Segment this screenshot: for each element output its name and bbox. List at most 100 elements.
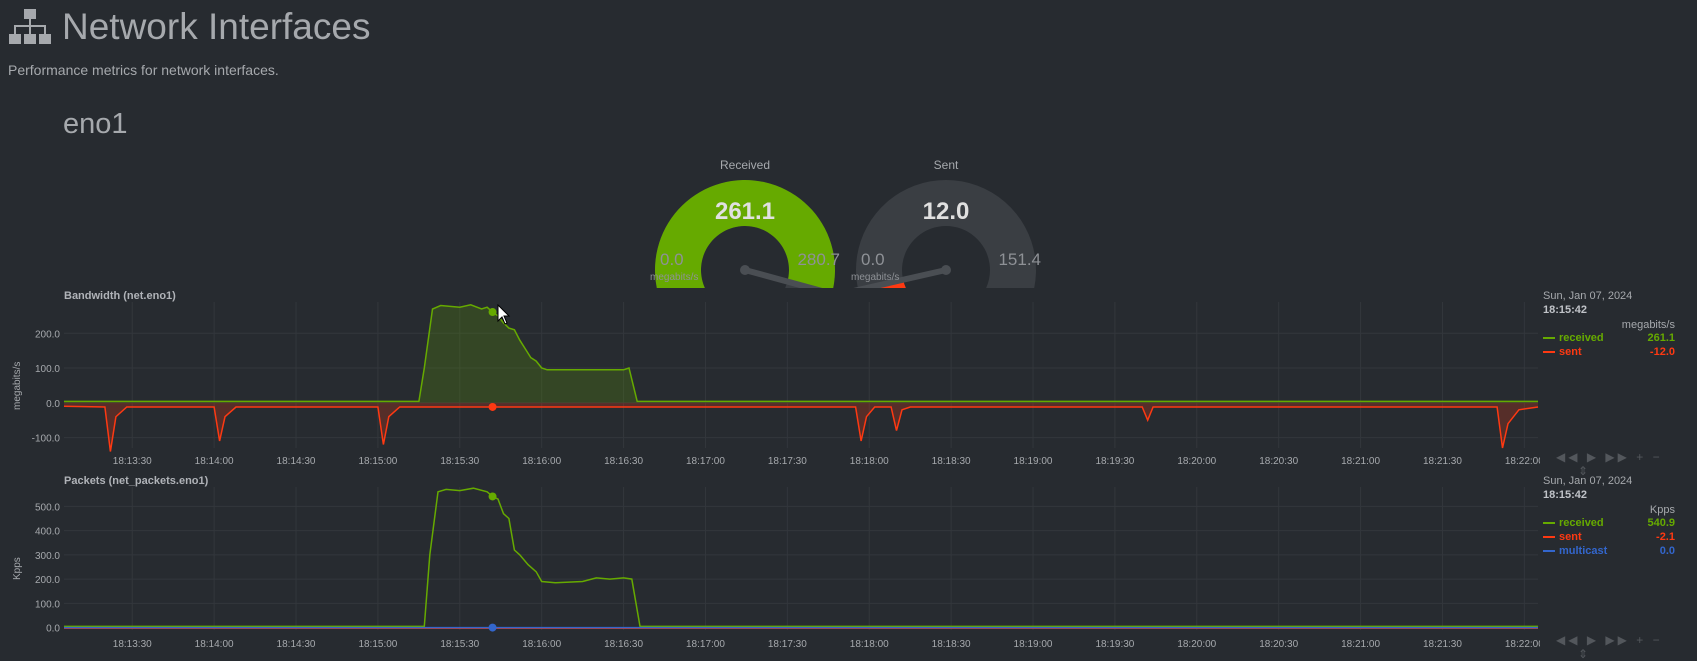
y-tick-label: 0.0 bbox=[46, 399, 60, 410]
sent-gauge-label: Sent bbox=[933, 158, 959, 172]
y-tick-label: 500.0 bbox=[35, 502, 60, 513]
reset-button[interactable]: ▶ bbox=[1586, 450, 1600, 464]
x-tick-label: 18:20:00 bbox=[1177, 639, 1216, 650]
gauge-needle bbox=[853, 267, 949, 288]
x-tick-label: 18:18:30 bbox=[932, 639, 971, 650]
zoom-in-button[interactable]: + bbox=[1636, 633, 1647, 647]
x-tick-label: 18:19:30 bbox=[1095, 639, 1134, 650]
received-gauge-dial bbox=[655, 180, 835, 288]
x-tick-label: 18:16:00 bbox=[522, 456, 561, 467]
legend-value: 540.9 bbox=[1647, 517, 1675, 529]
legend-swatch bbox=[1543, 550, 1555, 552]
x-tick-label: 18:13:30 bbox=[113, 639, 152, 650]
series-area-sent bbox=[64, 402, 1538, 452]
page-title: Network Interfaces bbox=[62, 6, 371, 47]
received-gauge-min: 0.0 bbox=[660, 250, 684, 269]
bandwidth-chart[interactable]: 18:13:30 18:14:00 18:14:30 18:15:00 18:15:30… bbox=[0, 302, 1540, 472]
gauge-needle-hub bbox=[740, 265, 750, 275]
legend-swatch bbox=[1543, 337, 1555, 339]
received-gauge-value: 261.1 bbox=[714, 198, 776, 225]
bandwidth-chart-title: Bandwidth (net.eno1) bbox=[64, 290, 176, 302]
resize-handle[interactable]: ⇕ bbox=[1578, 464, 1592, 478]
x-tick-label: 18:19:30 bbox=[1095, 456, 1134, 467]
pan-right-button[interactable]: ▶▶ bbox=[1605, 633, 1630, 647]
legend-swatch bbox=[1543, 522, 1555, 524]
hover-marker-received bbox=[488, 308, 497, 317]
x-tick-label: 18:17:30 bbox=[768, 639, 807, 650]
hover-marker-sent bbox=[488, 402, 497, 411]
sent-gauge-max: 151.4 bbox=[998, 250, 1041, 269]
x-tick-label: 18:16:00 bbox=[522, 639, 561, 650]
y-tick-label: 200.0 bbox=[35, 575, 60, 586]
y-tick-label: 300.0 bbox=[35, 551, 60, 562]
x-tick-label: 18:22:00 bbox=[1505, 639, 1540, 650]
zoom-in-button[interactable]: + bbox=[1636, 450, 1647, 464]
x-tick-label: 18:19:00 bbox=[1014, 456, 1053, 467]
received-gauge: Received 261.1 0.0 280.7 megabits/s bbox=[650, 158, 840, 288]
x-tick-label: 18:14:30 bbox=[277, 456, 316, 467]
x-tick-label: 18:22:00 bbox=[1505, 456, 1540, 467]
legend-value: 0.0 bbox=[1659, 545, 1675, 557]
packets-chart-toolbar: ◀◀ ▶ ▶▶ + − ⇕ bbox=[1556, 633, 1697, 661]
x-tick-label: 18:15:00 bbox=[358, 456, 397, 467]
legend-value: -12.0 bbox=[1649, 346, 1675, 358]
x-tick-label: 18:15:30 bbox=[440, 456, 479, 467]
page-subtitle: Performance metrics for network interfac… bbox=[8, 62, 279, 78]
packets-chart[interactable]: 18:13:30 18:14:00 18:14:30 18:15:00 18:15:30… bbox=[0, 487, 1540, 652]
x-tick-label: 18:14:30 bbox=[277, 639, 316, 650]
gauge-fill bbox=[655, 180, 835, 288]
x-tick-label: 18:21:30 bbox=[1423, 456, 1462, 467]
x-tick-label: 18:17:00 bbox=[686, 639, 725, 650]
y-tick-label: 0.0 bbox=[46, 624, 60, 635]
legend-time: 18:15:42 bbox=[1543, 489, 1588, 501]
series-line-sent bbox=[63, 405, 1539, 452]
x-tick-label: 18:18:30 bbox=[932, 456, 971, 467]
x-tick-label: 18:15:00 bbox=[358, 639, 397, 650]
hover-marker-received bbox=[488, 492, 497, 501]
gauge-needle-hub bbox=[941, 265, 951, 275]
x-tick-label: 18:15:30 bbox=[440, 639, 479, 650]
gauge-track bbox=[856, 180, 1036, 288]
received-gauge-max: 280.7 bbox=[797, 250, 840, 269]
x-tick-label: 18:18:00 bbox=[850, 639, 889, 650]
series-line-received bbox=[64, 487, 1538, 628]
legend-name: sent bbox=[1559, 531, 1582, 543]
x-tick-label: 18:21:00 bbox=[1341, 456, 1380, 467]
mouse-cursor-icon bbox=[497, 304, 511, 325]
y-tick-label: 400.0 bbox=[35, 527, 60, 538]
legend-item-received[interactable]: received 261.1 bbox=[1543, 331, 1675, 345]
legend-name: sent bbox=[1559, 346, 1582, 358]
zoom-out-button[interactable]: − bbox=[1652, 450, 1663, 464]
x-tick-label: 18:20:00 bbox=[1177, 456, 1216, 467]
sent-gauge-unit: megabits/s bbox=[851, 272, 900, 283]
legend-date: Sun, Jan 07, 2024 bbox=[1543, 475, 1633, 487]
sent-gauge-min: 0.0 bbox=[861, 250, 885, 269]
sent-gauge-dial bbox=[853, 180, 1036, 288]
legend-item-multicast[interactable]: multicast 0.0 bbox=[1543, 544, 1675, 558]
series-line-received bbox=[64, 304, 1538, 403]
legend-item-received[interactable]: received 540.9 bbox=[1543, 516, 1675, 530]
legend-name: multicast bbox=[1559, 545, 1608, 557]
resize-handle[interactable]: ⇕ bbox=[1578, 647, 1592, 661]
x-tick-label: 18:14:00 bbox=[195, 639, 234, 650]
legend-item-sent[interactable]: sent -12.0 bbox=[1543, 345, 1675, 359]
pan-right-button[interactable]: ▶▶ bbox=[1605, 450, 1630, 464]
x-tick-label: 18:18:00 bbox=[850, 456, 889, 467]
legend-swatch bbox=[1543, 536, 1555, 538]
zoom-out-button[interactable]: − bbox=[1652, 633, 1663, 647]
page-header: Network Interfaces bbox=[8, 6, 370, 48]
bandwidth-chart-toolbar: ◀◀ ▶ ▶▶ + − ⇕ bbox=[1556, 450, 1697, 478]
x-tick-label: 18:20:30 bbox=[1259, 639, 1298, 650]
legend-name: received bbox=[1559, 517, 1604, 529]
legend-item-sent[interactable]: sent -2.1 bbox=[1543, 530, 1675, 544]
legend-name: received bbox=[1559, 332, 1604, 344]
pan-left-button[interactable]: ◀◀ bbox=[1556, 633, 1581, 647]
pan-left-button[interactable]: ◀◀ bbox=[1556, 450, 1581, 464]
packets-chart-title: Packets (net_packets.eno1) bbox=[64, 475, 209, 487]
legend-units: Kpps bbox=[1649, 504, 1675, 516]
sitemap-icon bbox=[9, 9, 51, 44]
legend-time: 18:15:42 bbox=[1543, 304, 1588, 316]
reset-button[interactable]: ▶ bbox=[1586, 633, 1600, 647]
legend-date: Sun, Jan 07, 2024 bbox=[1543, 290, 1633, 302]
bandwidth-legend: Sun, Jan 07, 2024 18:15:42 megabits/s re… bbox=[1543, 290, 1675, 359]
